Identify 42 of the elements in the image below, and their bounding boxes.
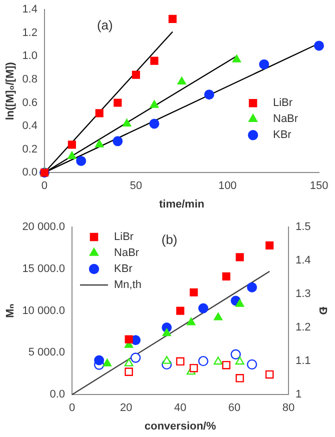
x-tick-label: 40 — [174, 402, 186, 414]
y2-tick-label: 1.3 — [296, 288, 311, 300]
y2-tick-label: 1.4 — [296, 254, 311, 267]
legend-label: KBr — [114, 263, 133, 276]
legend-label: LiBr — [114, 231, 134, 244]
y-axis-title: ln([M]₀/[M]) — [4, 62, 17, 120]
legend-label: LiBr — [273, 97, 293, 110]
legend-label: Mn,th — [114, 279, 142, 292]
x-tick-label: 50 — [130, 180, 142, 192]
legend-label: NaBr — [273, 113, 298, 126]
annotation: (b) — [161, 232, 178, 247]
annotation: (a) — [96, 17, 113, 32]
x-tick-label: 150 — [310, 180, 328, 192]
x-tick-label: 0 — [68, 402, 76, 414]
x-tick-label: 20 — [120, 402, 132, 414]
x-tick-label: 0 — [41, 180, 48, 192]
legend-label: NaBr — [114, 247, 140, 260]
y-tick-label: 20 000.0 — [22, 221, 66, 234]
y-tick-label: 0.0 — [50, 388, 66, 401]
y-tick-label: 0.0 — [22, 166, 38, 179]
y-tick-label: 1.0 — [22, 50, 38, 62]
x-tick-label: 80 — [282, 402, 295, 414]
y2-tick-label: 1.1 — [296, 355, 311, 368]
y2-tick-label: 1 — [296, 388, 302, 401]
y2-tick-label: 1.5 — [296, 221, 311, 234]
y-tick-label: 0.4 — [22, 120, 38, 132]
x-axis-title: conversion/% — [144, 420, 216, 432]
y-tick-label: 0.6 — [22, 96, 38, 109]
y2-axis-title: Đ — [316, 306, 328, 315]
y-tick-label: 1.4 — [22, 4, 38, 16]
legend-label: KBr — [273, 129, 292, 142]
x-tick-label: 60 — [228, 402, 241, 414]
y-axis-title: Mₙ — [4, 304, 17, 318]
y-tick-label: 15 000.0 — [22, 262, 66, 275]
y-tick-label: 0.2 — [22, 143, 38, 156]
y-tick-label: 0.8 — [22, 73, 38, 86]
x-tick-label: 100 — [218, 180, 237, 192]
y-tick-label: 5 000.0 — [28, 346, 66, 359]
y-tick-label: 1.2 — [22, 26, 38, 39]
x-axis-title: time/min — [159, 198, 205, 210]
y-tick-label: 10 000.0 — [22, 304, 66, 317]
y2-tick-label: 1.2 — [296, 322, 311, 334]
